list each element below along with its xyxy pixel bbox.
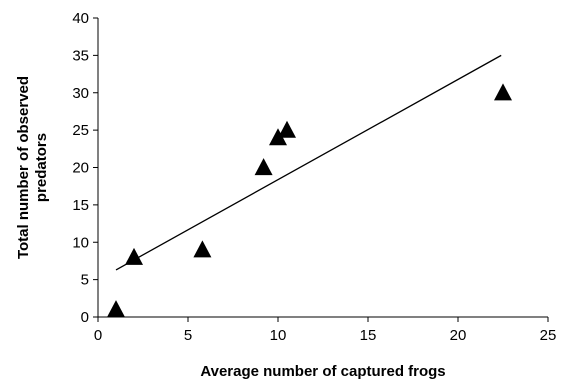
y-tick-label: 15	[72, 197, 89, 214]
x-tick-label: 0	[94, 327, 102, 344]
y-tick-label: 10	[72, 234, 89, 251]
data-points	[107, 83, 512, 318]
y-tick-label: 0	[81, 309, 89, 326]
y-tick-label: 25	[72, 122, 89, 139]
data-point-triangle	[494, 83, 512, 101]
x-tick-label: 20	[450, 327, 467, 344]
data-point-triangle	[254, 158, 273, 176]
y-tick-label: 20	[72, 160, 89, 177]
y-axis-ticks: 0 5 10 15 20 25 30 35 40	[72, 10, 98, 326]
data-point-triangle	[193, 240, 212, 258]
trendline	[115, 54, 502, 271]
y-axis-title-line: predators	[33, 133, 50, 202]
data-point-triangle	[278, 120, 296, 138]
x-tick-label: 25	[540, 327, 557, 344]
y-axis-title: Total number of observedpredators	[15, 76, 50, 259]
data-point-triangle	[125, 247, 143, 265]
y-tick-label: 40	[72, 10, 89, 27]
y-axis-title-line: Total number of observed	[15, 76, 32, 259]
data-point-triangle	[107, 300, 125, 318]
x-axis-ticks: 0 5 10 15 20 25	[94, 317, 557, 344]
y-tick-label: 5	[81, 272, 89, 289]
y-tick-label: 30	[72, 85, 89, 102]
y-tick-label: 35	[72, 47, 89, 64]
x-tick-label: 5	[184, 327, 192, 344]
x-axis-title: Average number of captured frogs	[200, 363, 445, 380]
x-tick-label: 15	[360, 327, 377, 344]
data-point-triangle	[269, 128, 287, 146]
x-tick-label: 10	[270, 327, 287, 344]
